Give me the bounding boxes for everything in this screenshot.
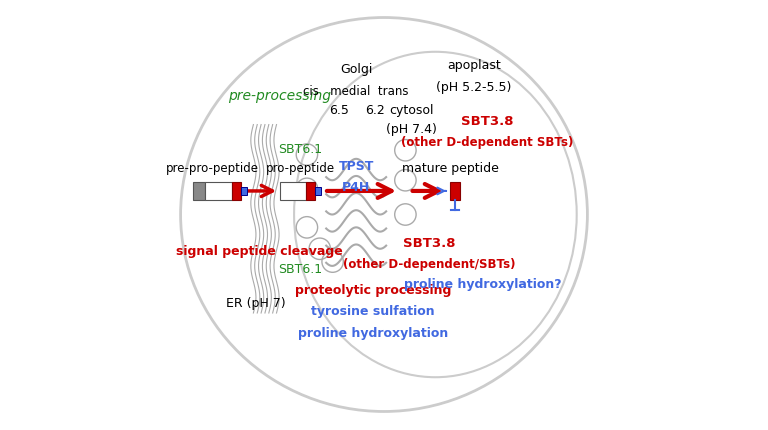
Text: (other D-dependent SBTs): (other D-dependent SBTs)	[401, 136, 573, 149]
Text: TPST: TPST	[339, 160, 374, 172]
Text: (other D-dependent/SBTs): (other D-dependent/SBTs)	[343, 258, 515, 270]
Bar	[194, 183, 205, 200]
Bar	[306, 183, 316, 200]
Text: cis   medial  trans: cis medial trans	[303, 85, 409, 98]
Bar	[232, 183, 241, 200]
Text: proline hydroxylation: proline hydroxylation	[298, 326, 449, 339]
Text: SBT3.8: SBT3.8	[461, 114, 513, 127]
Text: mature peptide: mature peptide	[402, 162, 498, 175]
Bar	[205, 183, 232, 200]
Text: proline hydroxylation?: proline hydroxylation?	[404, 277, 561, 290]
Text: ER (pH 7): ER (pH 7)	[226, 296, 286, 309]
Text: SBT3.8: SBT3.8	[402, 236, 455, 249]
Text: SBT6.1: SBT6.1	[279, 262, 323, 275]
Text: 6.5: 6.5	[329, 104, 349, 117]
Text: pre-pro-peptide: pre-pro-peptide	[166, 162, 260, 175]
Text: (pH 5.2-5.5): (pH 5.2-5.5)	[436, 80, 511, 93]
Text: signal peptide cleavage: signal peptide cleavage	[177, 245, 343, 258]
Text: 6.2: 6.2	[365, 104, 385, 117]
Text: apoplast: apoplast	[447, 59, 501, 72]
Bar	[450, 183, 460, 200]
Text: tyrosine sulfation: tyrosine sulfation	[312, 304, 435, 318]
Text: P4H: P4H	[342, 181, 370, 194]
Text: SBT6.1: SBT6.1	[279, 142, 323, 155]
Bar	[241, 187, 247, 196]
Bar	[316, 187, 320, 196]
Text: cytosol: cytosol	[389, 104, 434, 117]
Text: Golgi: Golgi	[340, 63, 372, 76]
Text: (pH 7.4): (pH 7.4)	[386, 123, 437, 136]
Text: proteolytic processing: proteolytic processing	[295, 283, 452, 296]
Text: pro-peptide: pro-peptide	[266, 162, 335, 175]
Bar	[280, 183, 306, 200]
Text: pre-processing: pre-processing	[227, 89, 330, 102]
